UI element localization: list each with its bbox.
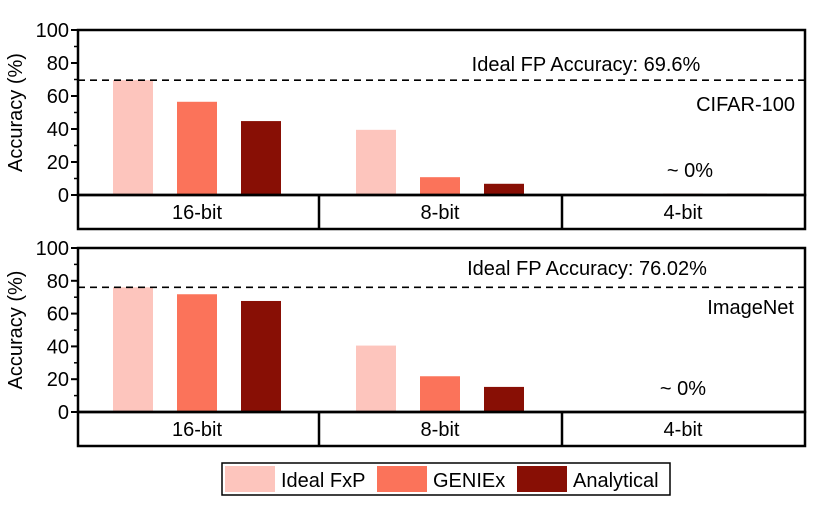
y-tick-label: 40 <box>47 119 69 141</box>
y-tick-label: 80 <box>47 53 69 75</box>
bar-cifar-100-16-bit-analytical <box>241 121 281 195</box>
bar-imagenet-8-bit-analytical <box>484 386 524 412</box>
panel-cifar-100: Ideal FP Accuracy: 69.6% CIFAR-100 ~ 0% 16-… <box>5 20 807 231</box>
legend-swatch-ideal-fxp <box>225 466 275 492</box>
bar-cifar-100-8-bit-analytical <box>484 183 524 195</box>
bar-cifar-100-16-bit-ideal-fxp <box>113 80 153 195</box>
bar-imagenet-8-bit-ideal-fxp <box>356 345 396 412</box>
reference-line-label: Ideal FP Accuracy: 69.6% <box>472 54 701 76</box>
category-label-8-bit: 8-bit <box>421 202 460 224</box>
bar-imagenet-8-bit-geniex <box>420 376 460 412</box>
category-band <box>76 410 807 448</box>
legend: Ideal FxP GENIEx Analytical <box>221 462 671 496</box>
bar-imagenet-16-bit-geniex <box>177 294 217 412</box>
panel-imagenet: Ideal FP Accuracy: 76.02%ImageNet ~ 0% 16-… <box>5 238 807 448</box>
near-zero-annotation: ~ 0% <box>660 378 706 400</box>
bar-cifar-100-8-bit-ideal-fxp <box>356 129 396 195</box>
y-tick-label: 60 <box>47 86 69 108</box>
bar-imagenet-16-bit-ideal-fxp <box>113 287 153 412</box>
legend-swatch-geniex <box>377 466 427 492</box>
y-tick-label: 80 <box>47 271 69 293</box>
category-label-4-bit: 4-bit <box>664 419 703 441</box>
bar-imagenet-16-bit-analytical <box>241 300 281 412</box>
legend-label-analytical: Analytical <box>573 470 659 492</box>
y-tick-label: 100 <box>36 238 69 260</box>
y-axis-label: Accuracy (%) <box>5 271 27 390</box>
near-zero-annotation: ~ 0% <box>667 160 713 182</box>
y-tick-label: 20 <box>47 152 69 174</box>
y-tick-label: 60 <box>47 304 69 326</box>
category-label-16-bit: 16-bit <box>172 419 222 441</box>
category-label-4-bit: 4-bit <box>664 202 703 224</box>
y-tick-label: 20 <box>47 369 69 391</box>
y-tick-label: 100 <box>36 20 69 42</box>
bar-cifar-100-8-bit-geniex <box>420 177 460 195</box>
legend-label-geniex: GENIEx <box>433 470 505 492</box>
dataset-label: CIFAR-100 <box>696 94 795 116</box>
y-axis-label: Accuracy (%) <box>5 53 27 172</box>
category-label-8-bit: 8-bit <box>421 419 460 441</box>
y-tick-label: 0 <box>58 185 69 207</box>
bar-cifar-100-16-bit-geniex <box>177 101 217 195</box>
dataset-label: ImageNet <box>707 297 794 319</box>
reference-line-label: Ideal FP Accuracy: 76.02% <box>467 258 707 280</box>
y-tick-label: 0 <box>58 402 69 424</box>
category-band <box>76 193 807 231</box>
y-tick-label: 40 <box>47 336 69 358</box>
legend-frame <box>221 462 671 496</box>
legend-label-ideal-fxp: Ideal FxP <box>281 470 365 492</box>
legend-swatch-analytical <box>517 466 567 492</box>
category-label-16-bit: 16-bit <box>172 202 222 224</box>
